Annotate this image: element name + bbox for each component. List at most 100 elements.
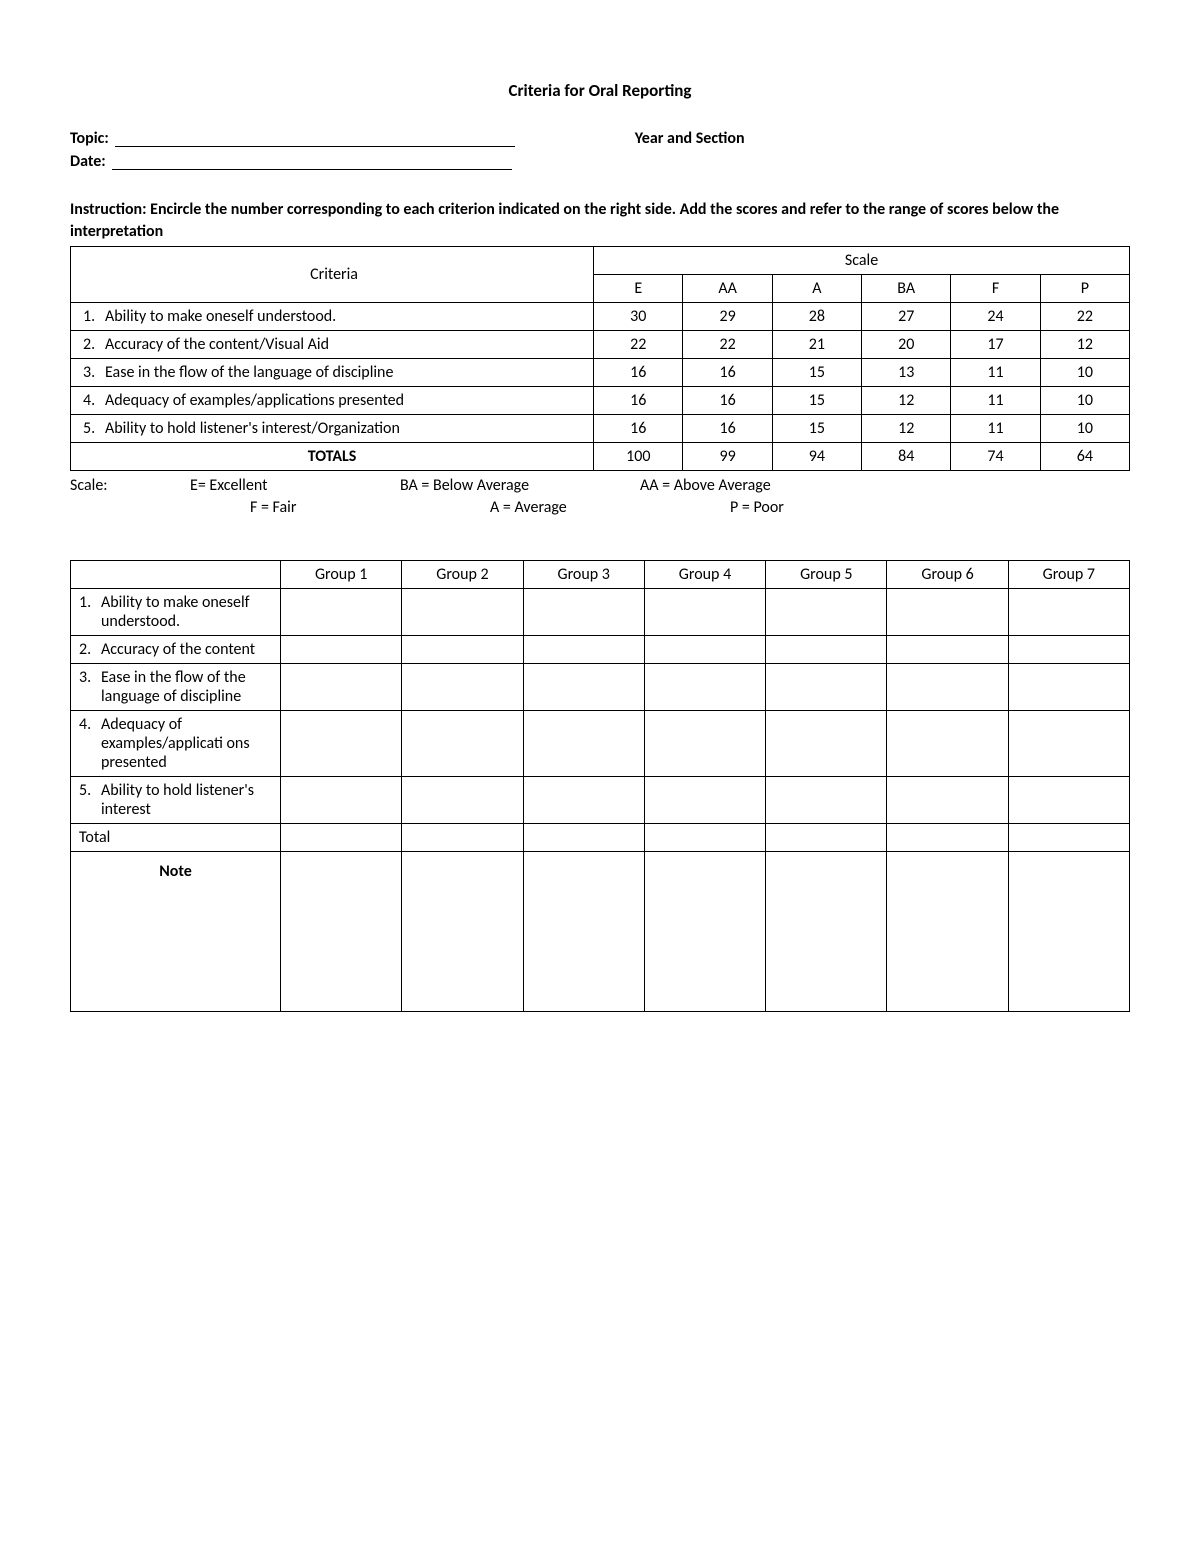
group-cell: [523, 851, 644, 1011]
group-cell: [523, 635, 644, 663]
score-cell: 12: [1040, 330, 1129, 358]
crit-num: 2.: [79, 640, 101, 659]
date-row: Date:: [70, 152, 1130, 171]
groups-total-label: Total: [71, 823, 281, 851]
total-cell: 84: [862, 442, 951, 470]
rubric-row: 3.Ease in the flow of the language of di…: [71, 358, 1130, 386]
group-cell: [281, 663, 402, 710]
rubric-row: 2.Accuracy of the content/Visual Aid2222…: [71, 330, 1130, 358]
score-cell: 15: [772, 358, 861, 386]
group-cell: [1008, 663, 1129, 710]
group-cell: [1008, 823, 1129, 851]
group-cell: [766, 776, 887, 823]
page-title: Criteria for Oral Reporting: [70, 80, 1130, 101]
scale-header: Scale: [594, 246, 1130, 274]
group-cell: [402, 823, 523, 851]
instruction-text: Instruction: Encircle the number corresp…: [70, 199, 1130, 244]
score-cell: 17: [951, 330, 1040, 358]
score-cell: 11: [951, 358, 1040, 386]
groups-total-row: Total: [71, 823, 1130, 851]
score-cell: 27: [862, 302, 951, 330]
legend-e: E= Excellent: [190, 475, 400, 497]
score-cell: 22: [683, 330, 772, 358]
group-cell: [1008, 710, 1129, 776]
score-cell: 16: [683, 358, 772, 386]
group-cell: [644, 588, 765, 635]
group-cell: [644, 635, 765, 663]
groups-row: 4.Adequacy of examples/applicati ons pre…: [71, 710, 1130, 776]
group-cell: [766, 851, 887, 1011]
score-cell: 15: [772, 386, 861, 414]
total-cell: 64: [1040, 442, 1129, 470]
crit-num: 4.: [83, 391, 105, 410]
group-cell: [766, 823, 887, 851]
year-section-label: Year and Section: [635, 129, 745, 148]
rubric-row: 1.Ability to make oneself understood.302…: [71, 302, 1130, 330]
topic-label: Topic:: [70, 129, 109, 148]
group-header: Group 6: [887, 560, 1008, 588]
group-cell: [523, 663, 644, 710]
groups-row: 1.Ability to make oneself understood.: [71, 588, 1130, 635]
group-cell: [281, 851, 402, 1011]
rubric-row: 5.Ability to hold listener's interest/Or…: [71, 414, 1130, 442]
crit-text: Adequacy of examples/applicati ons prese…: [101, 715, 261, 772]
groups-row: 2.Accuracy of the content: [71, 635, 1130, 663]
date-label: Date:: [70, 152, 106, 171]
groups-table: Group 1 Group 2 Group 3 Group 4 Group 5 …: [70, 560, 1130, 1012]
legend-row-1: Scale: E= Excellent BA = Below Average A…: [70, 475, 1130, 497]
group-cell: [766, 710, 887, 776]
group-cell: [402, 588, 523, 635]
group-cell: [523, 710, 644, 776]
total-cell: 94: [772, 442, 861, 470]
group-cell: [887, 710, 1008, 776]
total-cell: 99: [683, 442, 772, 470]
score-cell: 16: [683, 414, 772, 442]
group-cell: [281, 710, 402, 776]
group-header: Group 3: [523, 560, 644, 588]
groups-header-row: Group 1 Group 2 Group 3 Group 4 Group 5 …: [71, 560, 1130, 588]
date-blank: [112, 152, 512, 170]
group-cell: [644, 823, 765, 851]
total-cell: 100: [594, 442, 683, 470]
crit-num: 3.: [83, 363, 105, 382]
crit-num: 5.: [83, 419, 105, 438]
group-cell: [887, 663, 1008, 710]
topic-blank: [115, 129, 515, 147]
crit-text: Ability to make oneself understood.: [105, 307, 336, 326]
score-cell: 10: [1040, 386, 1129, 414]
group-cell: [644, 663, 765, 710]
group-cell: [1008, 851, 1129, 1011]
score-cell: 12: [862, 414, 951, 442]
group-cell: [644, 710, 765, 776]
legend-f: F = Fair: [250, 497, 490, 519]
legend-a: A = Average: [490, 497, 730, 519]
group-header: Group 4: [644, 560, 765, 588]
crit-num: 3.: [79, 668, 101, 687]
group-cell: [523, 823, 644, 851]
scale-code: E: [594, 274, 683, 302]
group-cell: [402, 710, 523, 776]
score-cell: 16: [594, 358, 683, 386]
group-cell: [766, 663, 887, 710]
group-cell: [1008, 588, 1129, 635]
score-cell: 12: [862, 386, 951, 414]
group-cell: [281, 776, 402, 823]
crit-text: Ability to hold listener's interest/Orga…: [105, 419, 400, 438]
score-cell: 30: [594, 302, 683, 330]
group-cell: [523, 776, 644, 823]
rubric-row: 4.Adequacy of examples/applications pres…: [71, 386, 1130, 414]
totals-label: TOTALS: [71, 442, 594, 470]
score-cell: 13: [862, 358, 951, 386]
legend-row-2: F = Fair A = Average P = Poor: [70, 497, 1130, 519]
crit-text: Ability to hold listener's interest: [101, 781, 261, 819]
group-cell: [887, 588, 1008, 635]
group-cell: [1008, 635, 1129, 663]
legend-ba: BA = Below Average: [400, 475, 640, 497]
group-cell: [766, 588, 887, 635]
group-cell: [523, 588, 644, 635]
group-cell: [402, 663, 523, 710]
crit-text: Ease in the flow of the language of disc…: [105, 363, 393, 382]
group-cell: [281, 823, 402, 851]
group-cell: [887, 823, 1008, 851]
topic-row: Topic: Year and Section: [70, 129, 1130, 148]
